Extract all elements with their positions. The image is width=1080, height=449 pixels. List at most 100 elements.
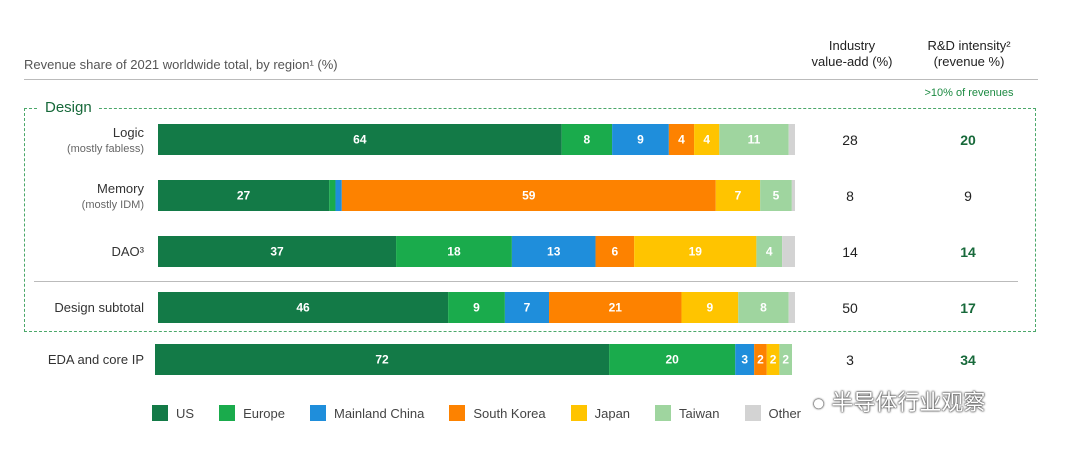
row-label-text: EDA and core IP	[47, 351, 144, 367]
legend-label: Taiwan	[679, 405, 720, 421]
bar-value-label: 2	[782, 353, 789, 367]
legend-item: South Korea	[449, 405, 546, 421]
rd-threshold-note: >10% of revenues	[924, 87, 1014, 99]
rd-intensity-header: R&D intensity² (revenue %)	[910, 38, 1028, 70]
legend-swatch	[152, 405, 168, 421]
bar-value-label: 64	[353, 133, 367, 147]
bar-segment	[782, 236, 795, 267]
bar-value-label: 4	[766, 245, 773, 259]
bar-value-label: 8	[584, 133, 591, 147]
bar-segment	[634, 236, 757, 267]
row-label-text: DAO³	[111, 243, 145, 259]
industry-value-add-value: 28	[842, 131, 858, 148]
bar-row: 64 8 9 4 4 11	[158, 124, 795, 155]
wechat-icon: ●	[812, 390, 826, 415]
industry-header-line1: Industry	[828, 38, 876, 53]
bar-value-label: 9	[637, 133, 644, 147]
industry-value-add-value: 3	[846, 351, 854, 368]
rd-header-line2: (revenue %)	[933, 54, 1005, 69]
bar-value-label: 4	[703, 133, 710, 147]
bar-segment	[760, 180, 792, 211]
legend-item: Japan	[570, 405, 631, 421]
industry-value-add-value: 14	[842, 243, 858, 260]
bar-value-label: 46	[296, 301, 310, 315]
bar-segment	[396, 236, 512, 267]
legend: US Europe Mainland China South Korea Japan Ta…	[152, 405, 826, 425]
bar-segment	[754, 344, 767, 375]
bar-segment	[329, 180, 336, 211]
bar-value-label: 21	[609, 301, 623, 315]
bar-segment	[158, 124, 562, 155]
bar-row: 27 59 7 5	[158, 180, 795, 211]
bar-segment	[511, 236, 596, 267]
row-sublabel: (mostly fabless)	[66, 142, 144, 155]
rd-header-line1: R&D intensity²	[927, 38, 1011, 53]
bar-value-label: 5	[773, 189, 780, 203]
bar-value-label: 6	[611, 245, 618, 259]
bar-segment	[719, 124, 789, 155]
row-label: DAO³	[20, 243, 145, 260]
legend-label: South Korea	[473, 405, 546, 421]
bar-value-label: 18	[447, 245, 461, 259]
legend-swatch	[219, 405, 236, 421]
legend-label: US	[176, 405, 195, 421]
bar-value-label: 4	[678, 133, 685, 147]
bar-value-label: 2	[770, 353, 777, 367]
bar-value-label: 8	[760, 301, 767, 315]
bar-value-label: 37	[270, 245, 284, 259]
bar-segment	[549, 292, 682, 323]
rd-intensity-value: 34	[960, 351, 976, 368]
design-group-label: Design	[38, 99, 99, 116]
rd-intensity-value: 14	[960, 243, 976, 260]
row-label-text: Logic	[112, 124, 144, 140]
legend-item: Other	[744, 405, 802, 421]
bar-segment	[788, 124, 795, 155]
industry-header-line2: value-add (%)	[811, 54, 893, 69]
bar-segment	[715, 180, 761, 211]
legend-swatch	[449, 405, 466, 421]
row-label: Logic (mostly fabless)	[20, 125, 144, 157]
watermark-text: ● 半导体行业观察	[812, 385, 985, 417]
legend-label: Japan	[594, 405, 631, 421]
bar-value-label: 7	[524, 301, 531, 315]
bar-segment	[668, 124, 695, 155]
bar-segment	[738, 292, 789, 323]
bar-segment	[756, 236, 783, 267]
bar-row: 37 18 13 6 19 4	[158, 236, 795, 267]
legend-swatch	[309, 405, 326, 421]
bar-segment	[561, 124, 613, 155]
bar-value-label: 59	[522, 189, 536, 203]
bar-segment	[766, 344, 780, 375]
bar-value-label: 27	[237, 189, 251, 203]
bar-segment	[341, 180, 716, 211]
legend-swatch	[655, 405, 672, 421]
industry-value-add-value: 8	[846, 187, 854, 204]
bar-value-label: 2	[757, 353, 764, 367]
bar-value-label: 9	[473, 301, 480, 315]
subtotal-divider	[34, 281, 1018, 282]
bar-segment	[448, 292, 505, 323]
bar-segment	[595, 236, 635, 267]
title-divider	[24, 79, 1038, 80]
bar-segment	[155, 344, 610, 375]
bar-value-label: 3	[741, 353, 748, 367]
legend-label: Mainland China	[333, 405, 425, 421]
row-sublabel: (mostly IDM)	[81, 198, 144, 211]
industry-value-add-value: 50	[842, 299, 858, 316]
design-group-box	[24, 108, 1036, 332]
bar-segment	[788, 292, 795, 323]
legend-item: Mainland China	[309, 405, 425, 421]
bar-segment	[681, 292, 739, 323]
bar-segment	[694, 124, 720, 155]
legend-item: US	[152, 405, 194, 421]
row-label: Memory (mostly IDM)	[20, 181, 144, 213]
legend-label: Europe	[243, 405, 285, 421]
row-label-text: Memory	[97, 180, 144, 196]
bar-value-label: 7	[735, 189, 742, 203]
legend-label: Other	[768, 405, 802, 421]
legend-swatch	[744, 405, 761, 421]
rd-intensity-value: 20	[960, 131, 976, 148]
legend-item: Taiwan	[655, 405, 720, 421]
legend-swatch	[570, 405, 587, 421]
